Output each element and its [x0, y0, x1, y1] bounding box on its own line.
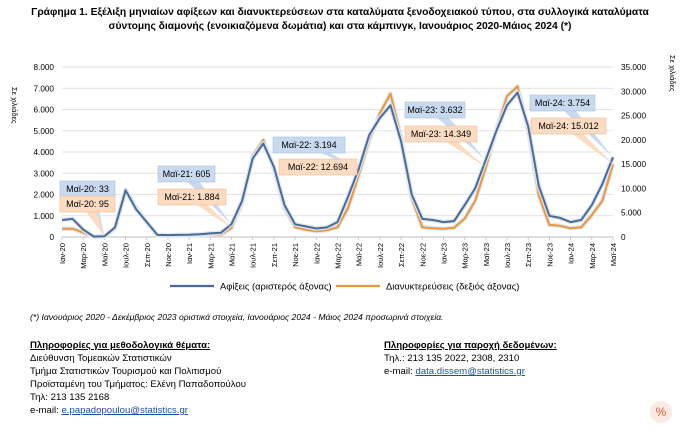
data-provision-email-label: e-mail:: [384, 366, 416, 377]
x-tick-label: Μαρ-24: [588, 243, 597, 269]
callout-label: Μαϊ-24: 15.012: [538, 121, 598, 131]
x-tick-label: Σεπ-21: [270, 243, 279, 267]
data-provision-email-row: e-mail: data.dissem@statistics.gr: [384, 365, 557, 378]
line-chart: 0 1.000 2.000 3.000 4.000 5.000 6.000 7.000 8.00…: [10, 55, 677, 292]
x-tick-label: Μαρ-23: [461, 243, 470, 269]
data-provision-email-link[interactable]: data.dissem@statistics.gr: [415, 366, 525, 377]
callout-box: [278, 158, 358, 176]
x-tick-label: Νοε-21: [291, 243, 300, 267]
methodology-email-label: e-mail:: [30, 405, 62, 416]
legend-item-overnight-stays: Διανυκτερεύσεις (δεξιός άξονας): [386, 281, 519, 292]
x-tick-label: Σεπ-20: [143, 243, 152, 267]
x-tick-label: Ιαν-23: [439, 243, 448, 264]
legend-item-arrivals: Αφίξεις (αριστερός άξονας): [220, 281, 332, 292]
callout-box: [157, 165, 216, 183]
y-tick-label: 3.000: [34, 169, 55, 178]
callout-label: Μαϊ-22: 3.194: [281, 140, 336, 150]
percent-icon[interactable]: %: [650, 401, 672, 423]
callout-label: Μαϊ-23: 3.632: [407, 105, 462, 115]
y-tick-label: 1.000: [34, 212, 55, 221]
series-line-arrivals: [61, 91, 614, 238]
callout-box: [529, 94, 596, 112]
methodology-header: Πληροφορίες για μεθοδολογικά θέματα:: [30, 340, 211, 351]
x-tick-label: Νοε-20: [164, 243, 173, 267]
callout-box: [404, 125, 478, 143]
callout-label: Μαϊ-21: 1.884: [164, 192, 219, 202]
methodology-email-link[interactable]: e.papadopoulou@statistics.gr: [61, 405, 188, 416]
x-tick-label: Μαρ-22: [334, 243, 343, 269]
callout-pointer: [434, 134, 486, 168]
methodology-line-2: Τμήμα Στατιστικών Τουρισμού και Πολιτισμ…: [30, 366, 222, 377]
x-tick-label: Σεπ-22: [397, 243, 406, 267]
y-tick-label: 7.000: [34, 84, 55, 93]
callout-pointer: [561, 126, 613, 165]
x-tick-label: Μαϊ-21: [228, 243, 237, 266]
data-provision-header: Πληροφορίες για παροχή δεδομένων:: [384, 340, 557, 351]
methodology-line-1: Διεύθυνση Τομεακών Στατιστικών: [30, 353, 172, 364]
x-tick-label: Ιαν-24: [567, 243, 576, 264]
callout-label: Μαϊ-24: 3.754: [535, 98, 590, 108]
y2-tick-label: 25.000: [621, 112, 646, 121]
y-tick-label: 6.000: [34, 106, 55, 115]
data-provision-contact: Πληροφορίες για παροχή δεδομένων: Τηλ.: …: [384, 339, 557, 378]
x-tick-label: Σεπ-23: [524, 243, 533, 267]
methodology-contact: Πληροφορίες για μεθοδολογικά θέματα: Διε…: [30, 339, 246, 417]
x-tick-label: Ιουλ-20: [122, 243, 131, 268]
y2-tick-label: 10.000: [621, 184, 646, 193]
chart-title-line-2: σύντομης διαμονής (ενοικιαζόμενα δωμάτια…: [108, 21, 572, 32]
callout-label: Μαϊ-20: 95: [66, 199, 109, 209]
data-provision-phone: Τηλ.: 213 135 2022, 2308, 2310: [384, 353, 520, 364]
callout-box: [530, 117, 607, 135]
methodology-email-row: e-mail: e.papadopoulou@statistics.gr: [30, 404, 246, 417]
callout-label: Μαϊ-20: 33: [66, 184, 109, 194]
x-tick-label: Ιουλ-21: [249, 243, 258, 268]
x-tick-label: Ιουλ-23: [503, 243, 512, 268]
y-tick-label: 0: [49, 233, 54, 242]
y2-tick-label: 0: [621, 233, 626, 242]
callout-label: Μαϊ-23: 14.349: [411, 129, 471, 139]
y2-tick-label: 20.000: [621, 136, 646, 145]
x-tick-label: Μαϊ-23: [482, 243, 491, 266]
y2-tick-label: 35.000: [621, 63, 646, 72]
footnote: (*) Ιανουάριος 2020 - Δεκέμβριος 2023 ορ…: [30, 312, 444, 322]
callout-box: [157, 188, 227, 206]
x-tick-label: Ιαν-22: [312, 243, 321, 264]
callout-box: [59, 195, 116, 213]
y-tick-label: 4.000: [34, 148, 55, 157]
x-tick-label: Μαρ-20: [79, 243, 88, 269]
callout-box: [404, 101, 466, 119]
y2-axis-label: Σε χιλιάδες: [668, 55, 677, 92]
x-tick-label: Ιαν-20: [58, 243, 67, 264]
chart-title-line-1: Γράφημα 1. Εξέλιξη μηνιαίων αφίξεων και …: [31, 7, 649, 18]
x-tick-label: Μαρ-21: [206, 243, 215, 269]
methodology-line-4: Τηλ: 213 135 2168: [30, 392, 110, 403]
callout-label: Μαϊ-21: 605: [163, 169, 211, 179]
x-tick-label: Μαϊ-24: [609, 243, 618, 266]
y-axis-label: Σε χιλιάδες: [10, 87, 19, 124]
callout-label: Μαϊ-22: 12.694: [288, 162, 348, 172]
callout-box: [272, 136, 346, 154]
x-tick-label: Μαϊ-22: [355, 243, 364, 266]
y2-tick-label: 15.000: [621, 160, 646, 169]
x-tick-label: Ιαν-21: [185, 243, 194, 264]
chart-title: Γράφημα 1. Εξέλιξη μηνιαίων αφίξεων και …: [10, 6, 670, 34]
y2-tick-label: 30.000: [621, 87, 646, 96]
x-tick-label: Μαϊ-20: [100, 243, 109, 266]
y-tick-label: 8.000: [34, 63, 55, 72]
y-tick-label: 2.000: [34, 191, 55, 200]
y-tick-label: 5.000: [34, 127, 55, 136]
x-tick-label: Νοε-22: [418, 243, 427, 267]
methodology-line-3: Προϊσταμένη του Τμήματος: Ελένη Παπαδοπο…: [30, 379, 246, 390]
x-tick-label: Νοε-23: [545, 243, 554, 267]
x-tick-label: Ιουλ-22: [376, 243, 385, 268]
y2-tick-label: 5.000: [621, 209, 642, 218]
